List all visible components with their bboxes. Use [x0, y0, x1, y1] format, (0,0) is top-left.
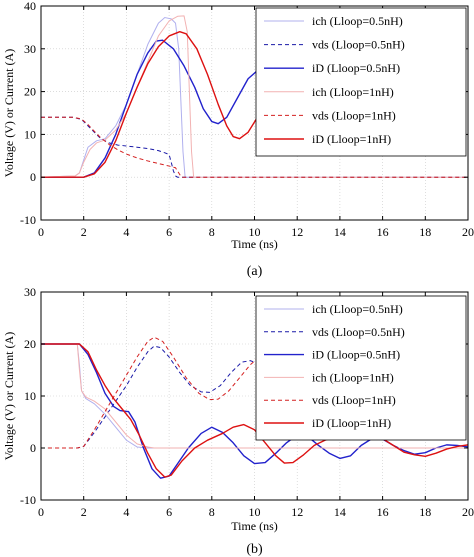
- y-tick-label: 10: [24, 127, 36, 141]
- legend-entry: iD (Lloop=1nH): [312, 416, 391, 430]
- series-line-3: [41, 343, 468, 449]
- legend: ich (Lloop=0.5nH) vds (Lloop=0.5nH) iD (Ll…: [255, 295, 467, 441]
- series-line-1: [41, 116, 468, 178]
- x-tick-label: 12: [291, 225, 303, 239]
- x-tick-label: 2: [81, 505, 87, 519]
- x-tick-label: 6: [166, 505, 172, 519]
- series-line-4: [41, 116, 468, 178]
- panel-caption: (b): [246, 542, 263, 557]
- y-tick-label: -10: [20, 213, 36, 227]
- x-tick-label: 4: [123, 505, 129, 519]
- legend-entry: ich (Lloop=0.5nH): [312, 302, 403, 316]
- x-tick-label: 2: [81, 225, 87, 239]
- x-tick-label: 0: [38, 505, 44, 519]
- y-tick-label: 30: [24, 285, 36, 299]
- x-tick-label: 18: [419, 505, 431, 519]
- x-tick-label: 18: [419, 225, 431, 239]
- series-line-0: [41, 17, 468, 178]
- legend-entry: ich (Lloop=0.5nH): [312, 14, 403, 28]
- x-tick-label: 0: [38, 225, 44, 239]
- series-line-1: [41, 345, 298, 449]
- y-tick-label: 40: [24, 0, 36, 13]
- legend-entry: vds (Lloop=1nH): [312, 108, 396, 122]
- x-tick-label: 8: [209, 225, 215, 239]
- x-tick-label: 10: [249, 505, 261, 519]
- x-tick-label: 16: [377, 225, 389, 239]
- x-tick-label: 20: [462, 225, 474, 239]
- legend-entry: iD (Lloop=0.5nH): [312, 348, 400, 362]
- y-tick-label: 30: [24, 42, 36, 56]
- legend-box: [255, 295, 467, 441]
- x-tick-label: 16: [377, 505, 389, 519]
- y-tick-label: 0: [30, 170, 36, 184]
- legend-entry: ich (Lloop=1nH): [312, 85, 394, 99]
- legend-entry: vds (Lloop=1nH): [312, 393, 396, 407]
- y-tick-label: 10: [24, 389, 36, 403]
- x-tick-label: 14: [334, 225, 346, 239]
- y-tick-label: 20: [24, 85, 36, 99]
- y-tick-label: 0: [30, 441, 36, 455]
- y-axis-label: Voltage (V) or Current (A): [2, 49, 16, 177]
- legend: ich (Lloop=0.5nH) vds (Lloop=0.5nH) iD (Ll…: [255, 7, 467, 157]
- x-tick-label: 4: [123, 225, 129, 239]
- y-tick-label: -10: [20, 493, 36, 507]
- legend-entry: vds (Lloop=0.5nH): [312, 38, 405, 52]
- legend-entry: vds (Lloop=0.5nH): [312, 325, 405, 339]
- x-tick-label: 8: [209, 505, 215, 519]
- legend-entry: iD (Lloop=0.5nH): [312, 61, 400, 75]
- panel-caption: (a): [247, 264, 263, 279]
- x-tick-label: 14: [334, 505, 346, 519]
- x-tick-label: 12: [291, 505, 303, 519]
- legend-entry: ich (Lloop=1nH): [312, 370, 394, 384]
- x-tick-label: 6: [166, 225, 172, 239]
- x-tick-label: 20: [462, 505, 474, 519]
- x-axis-label: Time (ns): [231, 237, 278, 251]
- x-axis-label: Time (ns): [231, 519, 278, 533]
- legend-entry: iD (Lloop=1nH): [312, 132, 391, 146]
- series-group: [41, 336, 468, 479]
- y-tick-label: 20: [24, 337, 36, 351]
- x-tick-label: 10: [249, 225, 261, 239]
- legend-box: [255, 7, 467, 157]
- y-axis-label: Voltage (V) or Current (A): [2, 332, 16, 460]
